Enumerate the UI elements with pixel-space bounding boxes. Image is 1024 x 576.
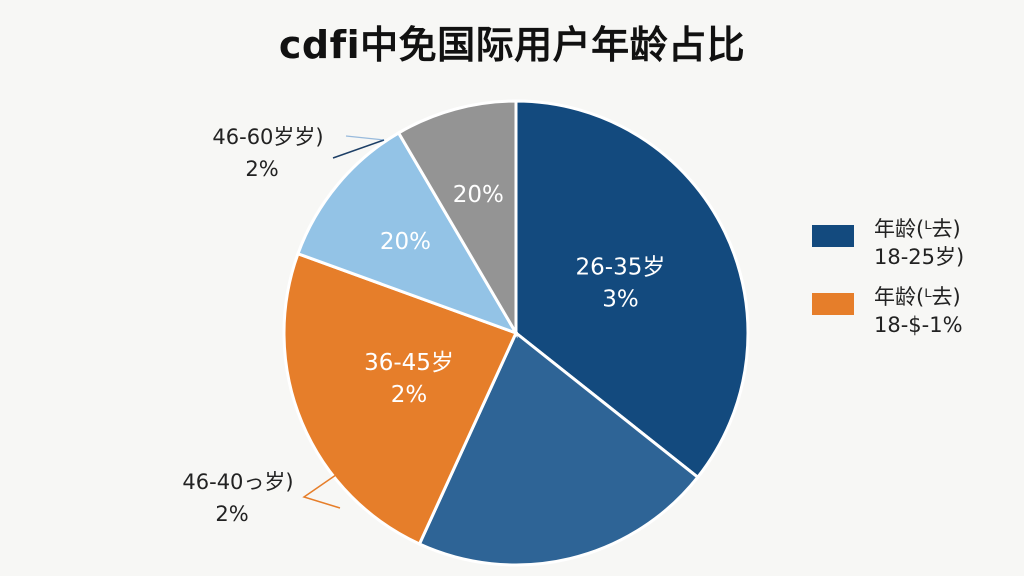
leader-line-bottom [302,467,347,509]
leader-line-top-2 [345,135,385,141]
slice-label: 20% [380,229,431,255]
external-label-bottom-line2: 2% [215,502,248,526]
legend-label-line: 年龄(ᴸ去) [874,285,961,309]
legend-swatch [812,293,854,315]
legend-label-line: 18-25岁) [874,245,965,269]
external-label-bottom-line1: 46-40っ岁) [182,470,293,494]
slice-label: 2% [391,382,428,408]
pie-slice [514,99,750,480]
pie-slice [296,130,520,336]
legend-label-line: 年龄(ᴸ去) [874,217,961,241]
slice-label: 36-45岁 [364,350,454,376]
external-label-top-line2: 2% [245,157,278,181]
legend-label: 年龄(ᴸ去) 18-$-1% [874,283,963,339]
legend-swatch [812,225,854,247]
chart-title: cdfi中免国际用户年龄占比 [278,23,746,67]
slice-label: 26-35岁 [576,255,666,281]
pie-slice [417,330,700,567]
leader-line-top [332,139,385,159]
slice-label: 3% [602,287,639,313]
legend-label-line: 18-$-1% [874,313,963,337]
slice-label: 20% [453,182,504,208]
pie-slice [396,99,518,339]
legend-label: 年龄(ᴸ去) 18-25岁) [874,215,964,271]
external-label-top-line1: 46-60岁岁) [212,125,323,149]
